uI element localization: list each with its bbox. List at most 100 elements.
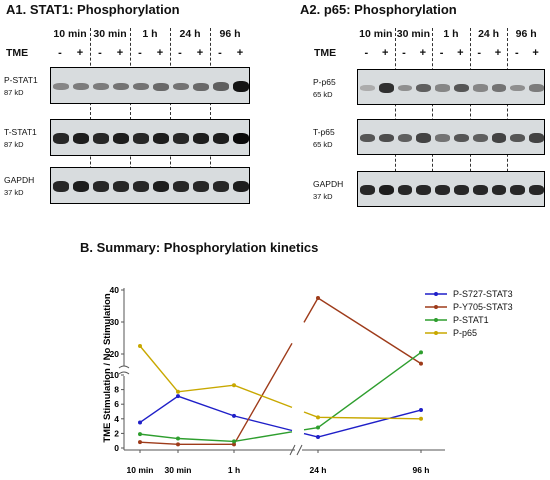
treatment-sign: - xyxy=(178,47,182,59)
group-separator xyxy=(469,28,471,207)
blot-image xyxy=(357,69,545,105)
treatment-sign: - xyxy=(402,47,406,59)
treatment-sign: - xyxy=(514,47,519,59)
protein-band xyxy=(435,84,450,92)
blot-label: T-p65 xyxy=(313,127,335,137)
protein-band xyxy=(491,133,507,143)
blot-image xyxy=(357,171,545,207)
treatment-sign: + xyxy=(419,47,427,59)
treatment-sign: + xyxy=(236,47,244,59)
blot-image xyxy=(50,167,250,204)
chart-legend: P-S727-STAT3 P-Y705-STAT3 P-STAT1 P-p65 xyxy=(425,287,513,339)
a1-tme-label: TME xyxy=(6,47,29,59)
protein-band xyxy=(360,85,375,91)
data-point xyxy=(138,344,142,348)
protein-band xyxy=(510,84,526,92)
data-point xyxy=(232,383,236,388)
timepoint-header: 24 h xyxy=(179,28,201,40)
protein-band xyxy=(93,133,109,144)
protein-band xyxy=(73,181,89,192)
protein-band xyxy=(397,133,413,143)
treatment-sign: + xyxy=(156,47,164,59)
blot-label: T-STAT1 xyxy=(4,127,37,137)
x-tick-label: 96 h xyxy=(412,465,429,475)
data-point xyxy=(419,408,423,413)
data-point xyxy=(232,442,236,447)
legend-entry: P-p65 xyxy=(425,326,513,339)
blot-molecular-weight: 37 kD xyxy=(4,188,24,197)
x-tick-label: 10 min xyxy=(127,465,154,475)
treatment-sign: + xyxy=(76,47,84,59)
protein-band xyxy=(193,133,209,144)
panel-b-title: B. Summary: Phosphorylation kinetics xyxy=(80,240,319,255)
protein-band xyxy=(53,133,69,144)
protein-band xyxy=(173,181,189,192)
series-line-left xyxy=(139,342,293,446)
chart-ylabel: TME Stimulation / No Stimulation xyxy=(102,293,113,443)
protein-band xyxy=(416,184,432,196)
y-tick-label: 10 xyxy=(110,370,120,380)
y-tick-label: 0 xyxy=(114,443,119,453)
y-tick-label: 40 xyxy=(110,285,120,295)
protein-band xyxy=(454,184,469,196)
blot-image xyxy=(50,119,250,156)
treatment-sign: - xyxy=(439,47,444,59)
group-separator xyxy=(90,28,91,204)
blot-molecular-weight: 65 kD xyxy=(313,140,333,149)
protein-band xyxy=(472,84,488,92)
treatment-sign: + xyxy=(116,47,124,59)
protein-band xyxy=(53,181,69,192)
series-line-right xyxy=(303,409,422,438)
protein-band xyxy=(529,184,544,196)
legend-entry: P-Y705-STAT3 xyxy=(425,300,513,313)
legend-label: P-STAT1 xyxy=(453,314,489,325)
panel-a1-title: A1. STAT1: Phosphorylation xyxy=(6,2,180,17)
timepoint-header: 96 h xyxy=(219,28,241,40)
protein-band xyxy=(133,133,149,144)
blot-image xyxy=(357,119,545,155)
protein-band xyxy=(454,133,469,143)
timepoint-header: 24 h xyxy=(478,28,500,40)
legend-swatch xyxy=(425,317,447,322)
protein-band xyxy=(454,83,469,93)
protein-band xyxy=(233,133,249,144)
protein-band xyxy=(397,84,413,92)
protein-band xyxy=(378,133,394,143)
timepoint-header: 30 min xyxy=(396,28,431,40)
panel-a2-title: A2. p65: Phosphorylation xyxy=(300,2,457,17)
protein-band xyxy=(472,184,488,196)
blot-label: GAPDH xyxy=(4,175,35,185)
group-separator xyxy=(394,28,396,207)
protein-band xyxy=(529,133,544,143)
data-point xyxy=(316,425,320,430)
series-line-right xyxy=(303,297,422,365)
data-point xyxy=(176,389,180,394)
y-tick-label: 4 xyxy=(114,414,119,424)
x-tick-label: 24 h xyxy=(309,465,326,475)
timepoint-header: 30 min xyxy=(93,28,127,40)
legend-label: P-Y705-STAT3 xyxy=(453,301,513,312)
legend-swatch xyxy=(425,304,447,309)
protein-band xyxy=(529,84,544,92)
protein-band xyxy=(491,84,507,92)
blot-label: P-p65 xyxy=(313,77,336,87)
y-tick-label: 30 xyxy=(110,317,120,327)
protein-band xyxy=(233,81,249,92)
data-point xyxy=(419,361,423,366)
protein-band xyxy=(397,184,413,196)
group-separator xyxy=(130,28,131,204)
treatment-sign: - xyxy=(58,47,62,59)
timepoint-header: 10 min xyxy=(359,28,393,40)
timepoint-header: 1 h xyxy=(443,28,459,40)
protein-band xyxy=(73,133,89,144)
blot-image xyxy=(50,67,250,104)
protein-band xyxy=(472,133,488,143)
protein-band xyxy=(213,181,229,192)
series-line-right xyxy=(303,411,422,420)
y-tick-label: 20 xyxy=(110,349,120,359)
protein-band xyxy=(416,133,432,143)
protein-band xyxy=(93,181,109,192)
legend-label: P-p65 xyxy=(453,327,478,338)
series-line-left xyxy=(139,431,293,443)
protein-band xyxy=(93,82,109,91)
